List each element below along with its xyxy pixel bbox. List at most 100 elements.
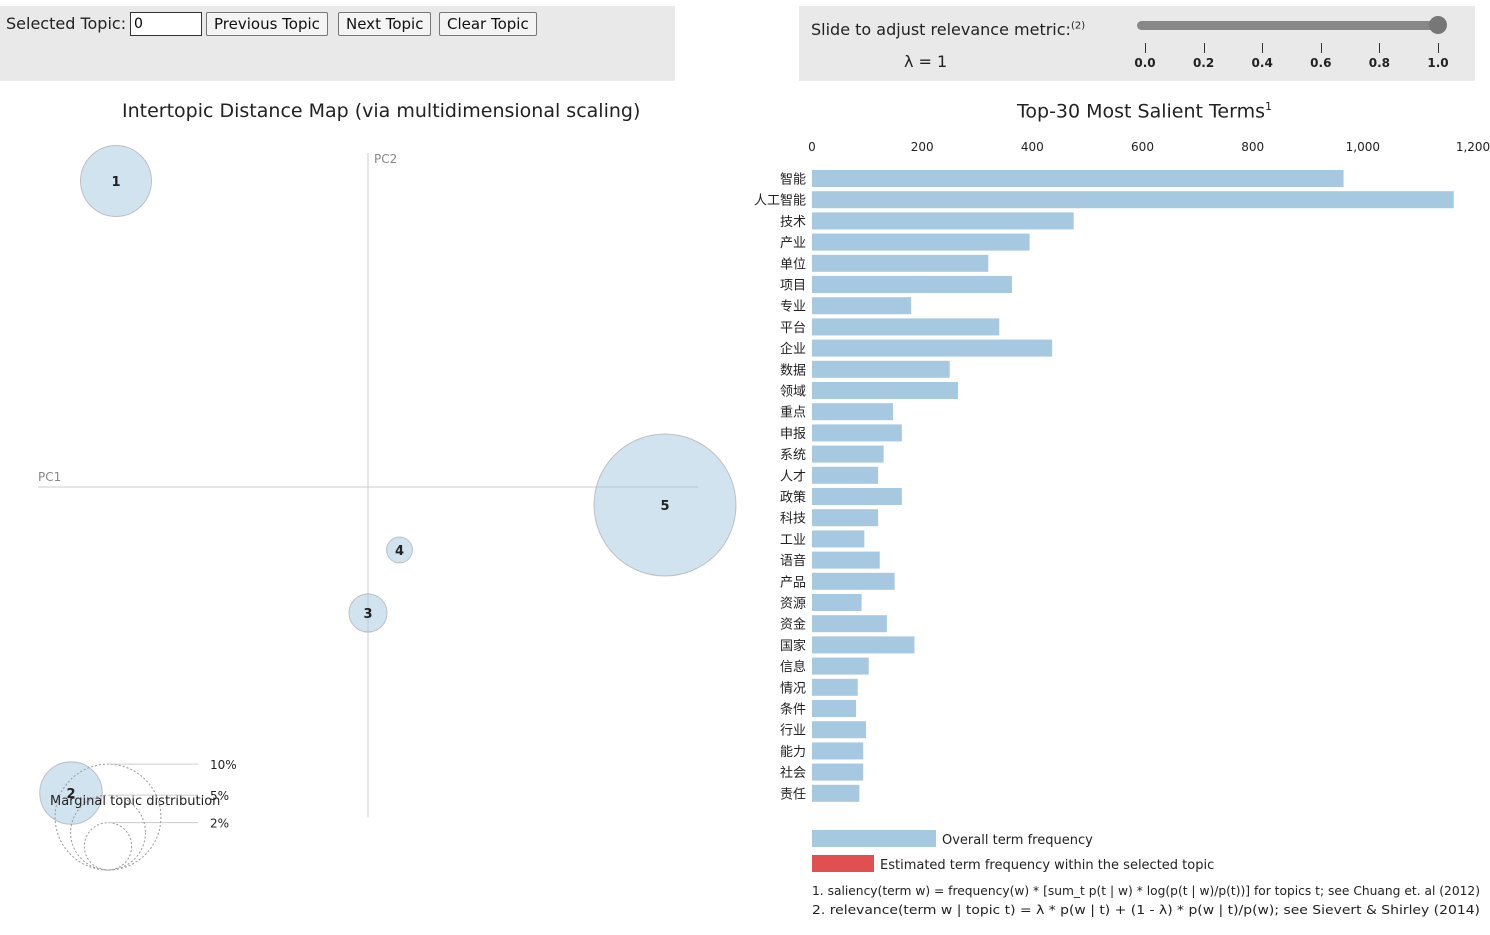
term-label[interactable]: 资金 <box>780 617 806 633</box>
term-label[interactable]: 社会 <box>780 765 806 781</box>
term-bar[interactable] <box>812 360 950 378</box>
previous-topic-button[interactable]: Previous Topic <box>206 12 328 36</box>
term-bar[interactable] <box>812 678 858 696</box>
term-label[interactable]: 智能 <box>780 173 806 188</box>
term-bar[interactable] <box>812 615 887 633</box>
term-label[interactable]: 技术 <box>780 215 806 230</box>
legend-circle-2pct <box>83 822 133 871</box>
slider-tick-mark <box>1438 43 1439 53</box>
topic-label-1: 1 <box>111 175 120 190</box>
term-bar[interactable] <box>812 742 864 760</box>
term-label[interactable]: 平台 <box>780 321 806 336</box>
term-bar[interactable] <box>812 339 1053 357</box>
term-bar[interactable] <box>812 233 1030 251</box>
term-bar[interactable] <box>812 700 857 717</box>
legend-overall-swatch <box>812 830 936 847</box>
term-bar[interactable] <box>812 594 862 611</box>
next-topic-button[interactable]: Next Topic <box>338 12 432 36</box>
term-label[interactable]: 数据 <box>780 363 806 378</box>
term-label[interactable]: 企业 <box>780 341 806 357</box>
term-label[interactable]: 项目 <box>780 279 806 294</box>
salient-terms-bar-chart: 0 200 400 600 800 1,000 1,200 智能人工智能技术产业单位项目专业… <box>754 140 1490 917</box>
term-label[interactable]: 语音 <box>780 553 806 569</box>
slider-tick-mark <box>1320 43 1322 53</box>
term-label[interactable]: 工业 <box>780 533 806 548</box>
slider-tick-label: 0.6 <box>1310 56 1332 70</box>
term-label[interactable]: 人才 <box>780 469 806 484</box>
term-bar[interactable] <box>812 551 880 569</box>
relevance-slider-thumb[interactable] <box>1429 16 1447 34</box>
term-label[interactable]: 重点 <box>780 405 806 421</box>
term-bar[interactable] <box>812 445 884 463</box>
marginal-distribution-title: Marginal topic distribution <box>50 794 220 809</box>
term-label[interactable]: 领域 <box>780 385 806 400</box>
term-label[interactable]: 责任 <box>780 787 806 802</box>
term-label[interactable]: 情况 <box>780 681 806 696</box>
topic-label-3: 3 <box>363 607 372 622</box>
slider-tick-mark <box>1145 43 1146 53</box>
term-bar[interactable] <box>812 254 989 272</box>
slider-tick-label: 1.0 <box>1427 56 1449 70</box>
topic-circle-5[interactable] <box>593 433 737 577</box>
x-tick-label: 0 <box>808 140 816 154</box>
term-bar[interactable] <box>812 721 866 739</box>
term-bar[interactable] <box>812 276 1012 293</box>
term-bar[interactable] <box>812 636 915 654</box>
term-bar[interactable] <box>812 212 1074 230</box>
term-label[interactable]: 条件 <box>780 702 806 718</box>
topic-circle-4[interactable] <box>386 536 413 564</box>
term-bar[interactable] <box>812 488 902 505</box>
term-bar[interactable] <box>812 403 893 421</box>
term-label[interactable]: 系统 <box>780 448 806 463</box>
term-bar[interactable] <box>812 170 1344 187</box>
term-bar[interactable] <box>812 572 895 590</box>
term-bar[interactable] <box>812 784 860 802</box>
footnote-2: 2. relevance(term w | topic t) = λ * p(w… <box>812 903 1480 917</box>
term-bar[interactable] <box>812 424 902 442</box>
relevance-control-panel: Slide to adjust relevance metric:(2) λ =… <box>799 6 1475 81</box>
legend-topic-label: Estimated term frequency within the sele… <box>880 858 1214 873</box>
term-bar[interactable] <box>812 763 864 781</box>
topic-label-5: 5 <box>660 499 669 514</box>
salient-terms-title-text: Top-30 Most Salient Terms <box>1017 100 1265 123</box>
term-label[interactable]: 能力 <box>780 745 806 760</box>
term-label[interactable]: 申报 <box>780 427 806 442</box>
term-bar[interactable] <box>812 191 1454 209</box>
lambda-value-text: λ = 1 <box>904 52 948 71</box>
term-label[interactable]: 国家 <box>780 638 806 654</box>
term-label[interactable]: 单位 <box>780 257 806 272</box>
slider-tick-mark <box>1203 43 1205 53</box>
term-bar[interactable] <box>812 318 1000 336</box>
term-label[interactable]: 资源 <box>780 597 806 612</box>
term-label[interactable]: 科技 <box>780 512 806 527</box>
relevance-slider-sup: (2) <box>1070 20 1086 32</box>
topic-control-panel: Selected Topic: Previous Topic Next Topi… <box>0 6 675 81</box>
x-tick-label: 800 <box>1241 140 1264 154</box>
term-label[interactable]: 专业 <box>780 300 806 315</box>
term-label[interactable]: 产业 <box>780 236 806 251</box>
term-label[interactable]: 产品 <box>780 575 806 590</box>
term-label[interactable]: 行业 <box>780 724 806 739</box>
slider-tick-label: 0.2 <box>1192 56 1215 70</box>
clear-topic-button[interactable]: Clear Topic <box>439 12 537 36</box>
topic-circle-1[interactable] <box>80 145 152 217</box>
term-label[interactable]: 政策 <box>780 490 806 506</box>
term-bar[interactable] <box>812 530 865 548</box>
relevance-slider-track[interactable] <box>1137 21 1442 30</box>
term-bar[interactable] <box>812 509 879 527</box>
term-bar[interactable] <box>812 297 912 315</box>
term-label[interactable]: 人工智能 <box>754 194 806 209</box>
term-label[interactable]: 信息 <box>780 659 806 675</box>
relevance-slider-label-text: Slide to adjust relevance metric: <box>811 20 1071 39</box>
pc1-axis-label: PC1 <box>38 470 61 484</box>
x-tick-label: 1,200 <box>1456 140 1490 154</box>
topic-circle-3[interactable] <box>348 593 388 633</box>
legend-topic-swatch <box>812 855 874 872</box>
term-bar[interactable] <box>812 657 869 675</box>
intertopic-distance-map: PC1 PC2 1 2 3 4 5 Marginal topic distribution… <box>38 145 737 871</box>
term-bar[interactable] <box>812 382 958 399</box>
term-bar[interactable] <box>812 466 879 484</box>
x-tick-label: 1,000 <box>1346 140 1380 154</box>
selected-topic-input[interactable] <box>130 12 202 36</box>
slider-tick-label: 0.8 <box>1368 56 1391 70</box>
